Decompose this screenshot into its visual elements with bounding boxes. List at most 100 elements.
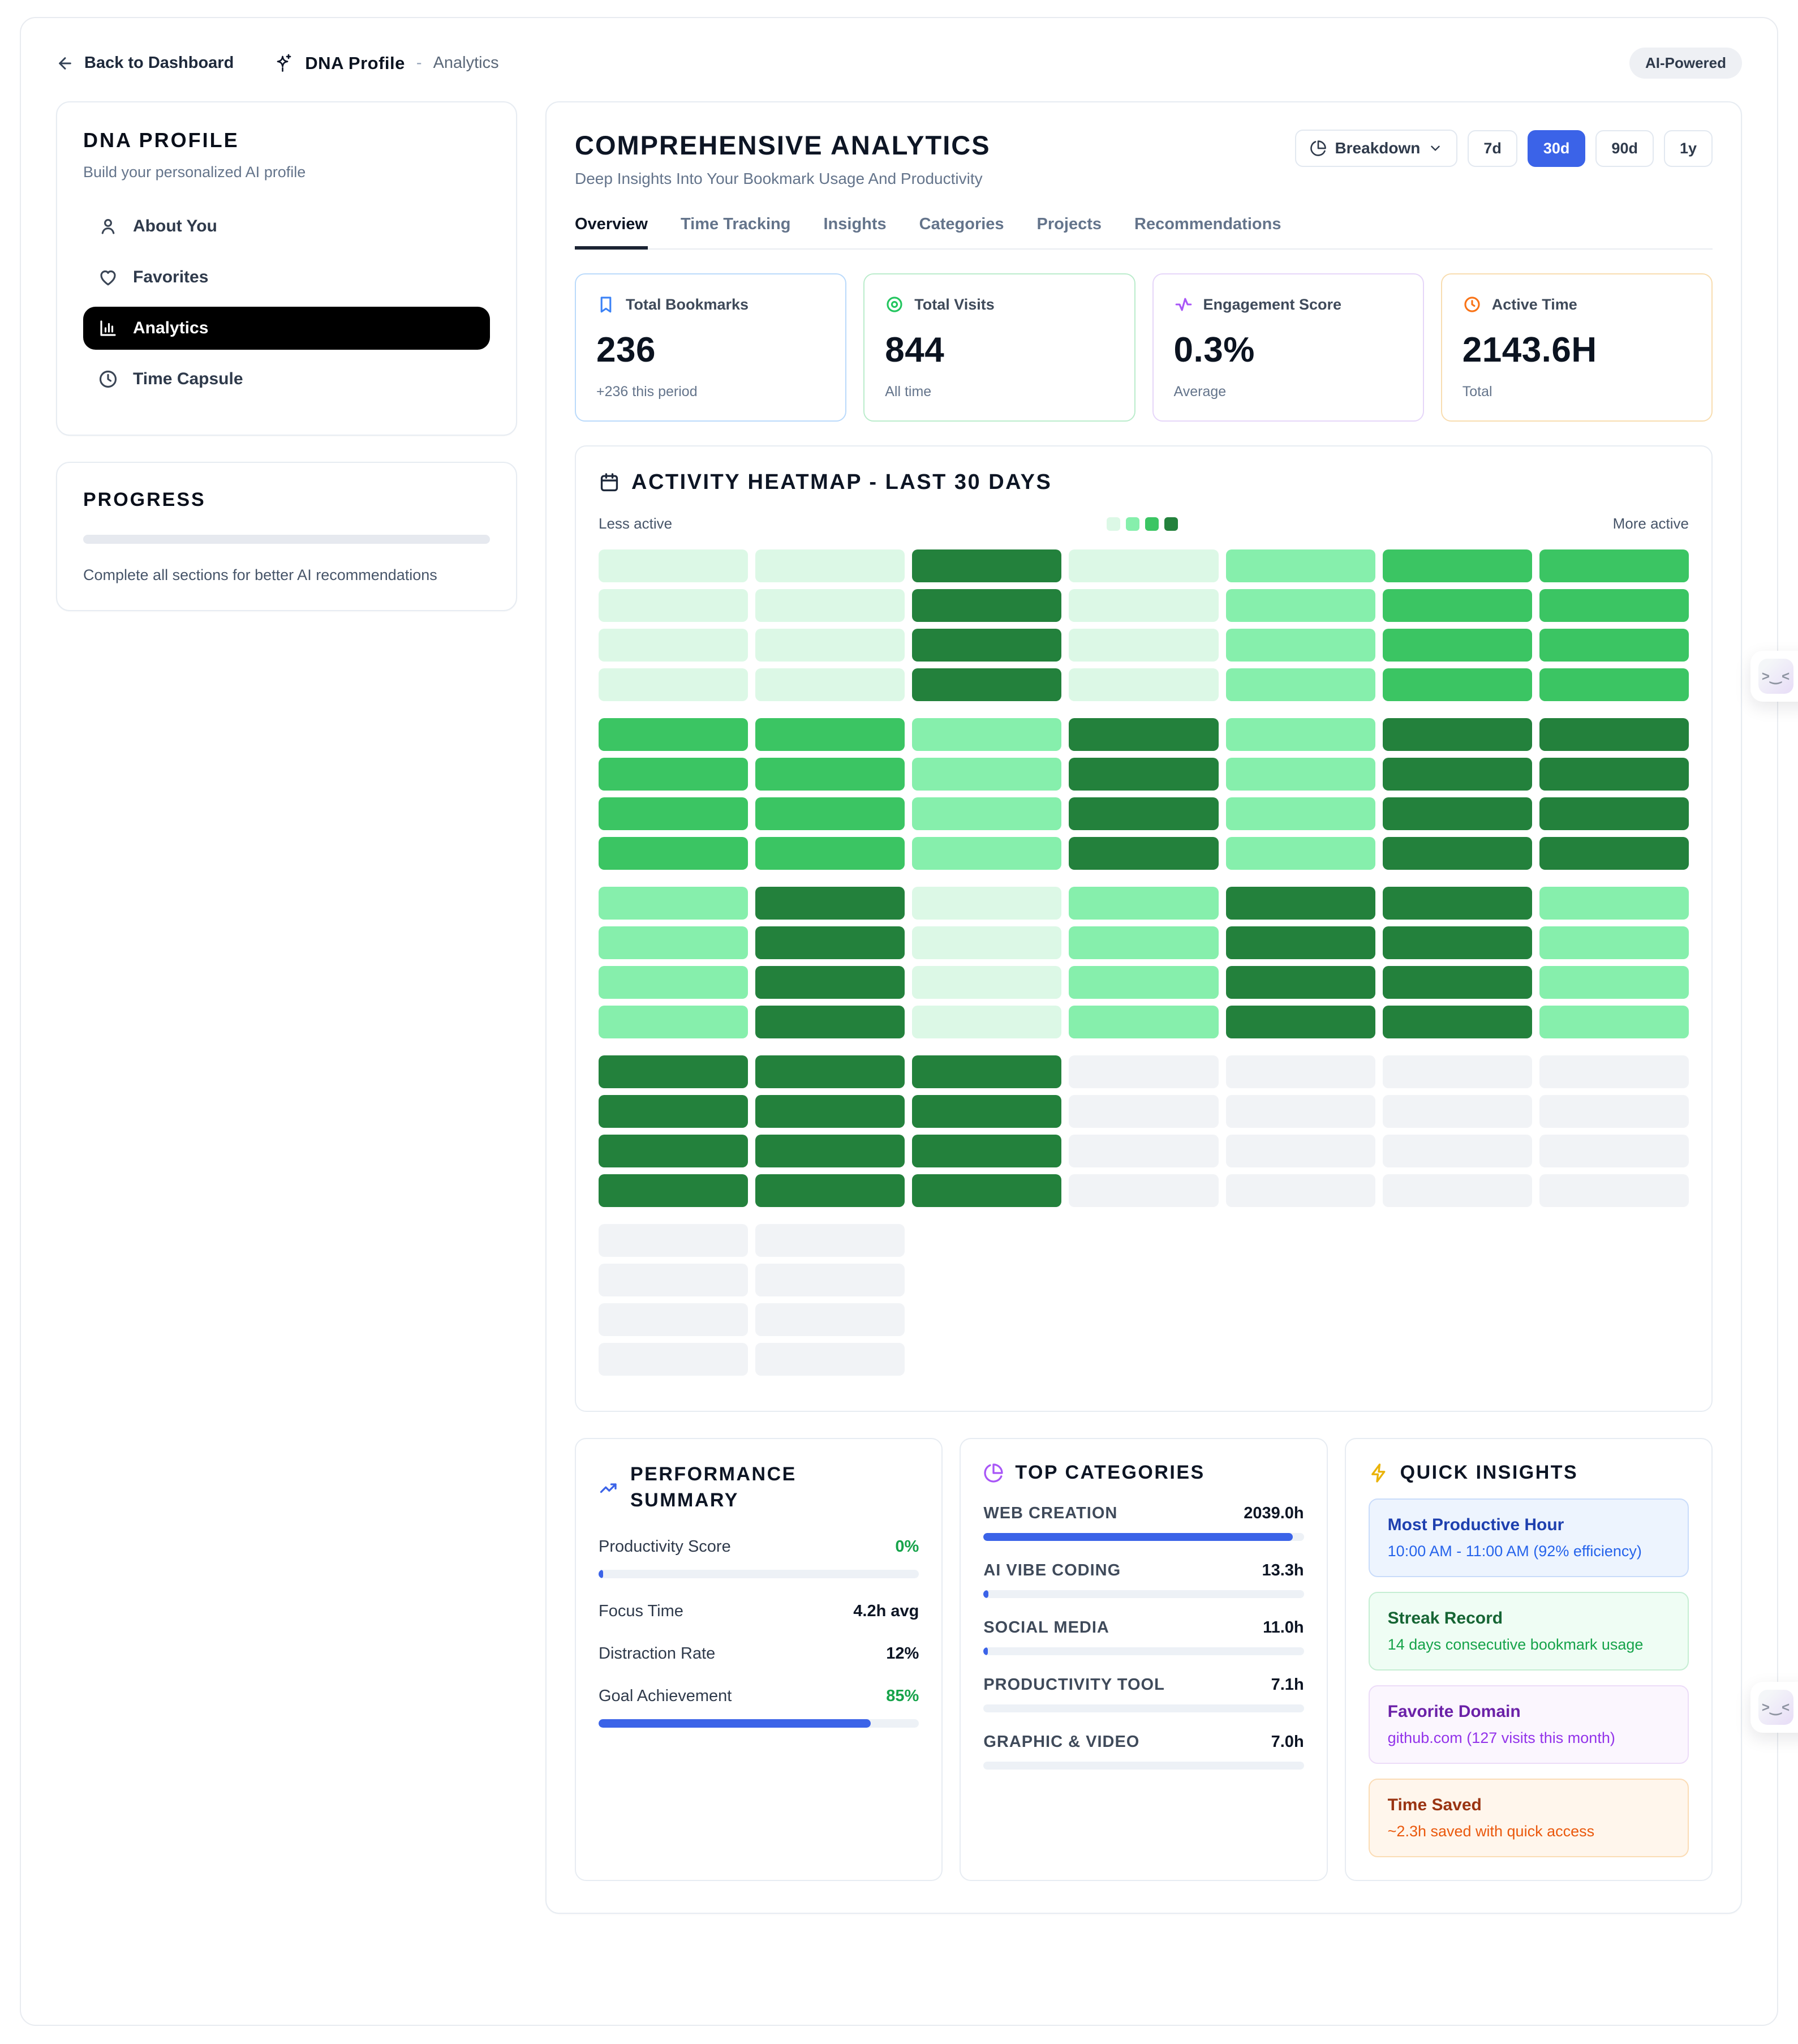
heatmap-cell[interactable]	[1225, 668, 1375, 701]
heatmap-cell[interactable]	[755, 758, 905, 791]
heatmap-cell[interactable]	[1225, 1135, 1375, 1167]
heatmap-cell[interactable]	[1382, 758, 1532, 791]
heatmap-cell[interactable]	[1069, 718, 1219, 751]
heatmap-cell[interactable]	[1225, 887, 1375, 920]
heatmap-cell[interactable]	[755, 1006, 905, 1038]
heatmap-cell[interactable]	[755, 668, 905, 701]
heatmap-cell[interactable]	[1069, 549, 1219, 582]
floating-assistant-button[interactable]: >‿<	[1750, 651, 1798, 702]
heatmap-cell[interactable]	[1382, 589, 1532, 622]
heatmap-cell[interactable]	[755, 1055, 905, 1088]
heatmap-cell[interactable]	[599, 1343, 749, 1376]
heatmap-cell[interactable]	[912, 966, 1062, 999]
heatmap-cell[interactable]	[1069, 1174, 1219, 1207]
heatmap-cell[interactable]	[912, 758, 1062, 791]
heatmap-cell[interactable]	[599, 1095, 749, 1128]
heatmap-cell[interactable]	[912, 1095, 1062, 1128]
heatmap-cell[interactable]	[755, 1343, 905, 1376]
heatmap-cell[interactable]	[912, 629, 1062, 662]
heatmap-cell[interactable]	[1382, 629, 1532, 662]
heatmap-cell[interactable]	[599, 1264, 749, 1296]
heatmap-cell[interactable]	[755, 966, 905, 999]
heatmap-cell[interactable]	[755, 718, 905, 751]
heatmap-cell[interactable]	[1539, 837, 1689, 870]
heatmap-cell[interactable]	[599, 1055, 749, 1088]
heatmap-cell[interactable]	[1069, 758, 1219, 791]
heatmap-cell[interactable]	[755, 589, 905, 622]
tab-recommendations[interactable]: Recommendations	[1134, 215, 1281, 233]
heatmap-cell[interactable]	[599, 1303, 749, 1336]
heatmap-cell[interactable]	[912, 1055, 1062, 1088]
heatmap-cell[interactable]	[1382, 797, 1532, 830]
heatmap-cell[interactable]	[599, 718, 749, 751]
heatmap-cell[interactable]	[1069, 589, 1219, 622]
heatmap-cell[interactable]	[1539, 1174, 1689, 1207]
tab-insights[interactable]: Insights	[823, 215, 887, 233]
heatmap-cell[interactable]	[1069, 926, 1219, 959]
heatmap-cell[interactable]	[599, 549, 749, 582]
heatmap-cell[interactable]	[1069, 887, 1219, 920]
heatmap-cell[interactable]	[599, 1006, 749, 1038]
heatmap-cell[interactable]	[1539, 1135, 1689, 1167]
heatmap-cell[interactable]	[1225, 1006, 1375, 1038]
heatmap-cell[interactable]	[912, 1006, 1062, 1038]
heatmap-cell[interactable]	[1382, 966, 1532, 999]
heatmap-cell[interactable]	[599, 1224, 749, 1257]
heatmap-cell[interactable]	[599, 837, 749, 870]
heatmap-cell[interactable]	[1539, 758, 1689, 791]
heatmap-cell[interactable]	[755, 1264, 905, 1296]
heatmap-cell[interactable]	[1382, 887, 1532, 920]
heatmap-cell[interactable]	[1225, 966, 1375, 999]
heatmap-cell[interactable]	[1539, 797, 1689, 830]
heatmap-cell[interactable]	[1382, 837, 1532, 870]
heatmap-cell[interactable]	[599, 966, 749, 999]
heatmap-cell[interactable]	[1539, 668, 1689, 701]
heatmap-cell[interactable]	[1225, 629, 1375, 662]
heatmap-cell[interactable]	[1382, 549, 1532, 582]
heatmap-cell[interactable]	[599, 1174, 749, 1207]
heatmap-cell[interactable]	[599, 629, 749, 662]
heatmap-cell[interactable]	[1382, 926, 1532, 959]
heatmap-cell[interactable]	[1225, 718, 1375, 751]
heatmap-cell[interactable]	[912, 797, 1062, 830]
heatmap-cell[interactable]	[599, 887, 749, 920]
breakdown-dropdown[interactable]: Breakdown	[1295, 130, 1458, 167]
heatmap-cell[interactable]	[1382, 1135, 1532, 1167]
heatmap-cell[interactable]	[1069, 668, 1219, 701]
sidebar-item-favorites[interactable]: Favorites	[83, 256, 490, 299]
heatmap-cell[interactable]	[1382, 1095, 1532, 1128]
heatmap-cell[interactable]	[912, 589, 1062, 622]
heatmap-cell[interactable]	[1539, 1055, 1689, 1088]
tab-overview[interactable]: Overview	[575, 215, 648, 250]
heatmap-cell[interactable]	[599, 797, 749, 830]
heatmap-cell[interactable]	[1539, 629, 1689, 662]
heatmap-cell[interactable]	[599, 668, 749, 701]
heatmap-cell[interactable]	[755, 1224, 905, 1257]
heatmap-cell[interactable]	[1225, 926, 1375, 959]
heatmap-cell[interactable]	[755, 837, 905, 870]
heatmap-cell[interactable]	[1382, 1174, 1532, 1207]
heatmap-cell[interactable]	[1539, 549, 1689, 582]
heatmap-cell[interactable]	[599, 758, 749, 791]
heatmap-cell[interactable]	[1225, 1174, 1375, 1207]
heatmap-cell[interactable]	[1225, 589, 1375, 622]
heatmap-cell[interactable]	[1539, 1095, 1689, 1128]
heatmap-cell[interactable]	[1539, 589, 1689, 622]
sidebar-item-time-capsule[interactable]: Time Capsule	[83, 358, 490, 401]
heatmap-cell[interactable]	[755, 887, 905, 920]
range-button-1y[interactable]: 1y	[1663, 130, 1713, 167]
heatmap-cell[interactable]	[755, 926, 905, 959]
heatmap-cell[interactable]	[1382, 1006, 1532, 1038]
heatmap-cell[interactable]	[1069, 837, 1219, 870]
heatmap-cell[interactable]	[1539, 926, 1689, 959]
heatmap-cell[interactable]	[755, 1174, 905, 1207]
heatmap-cell[interactable]	[912, 668, 1062, 701]
heatmap-cell[interactable]	[1069, 1055, 1219, 1088]
range-button-7d[interactable]: 7d	[1468, 130, 1517, 167]
heatmap-cell[interactable]	[755, 1303, 905, 1336]
heatmap-cell[interactable]	[599, 926, 749, 959]
range-button-30d[interactable]: 30d	[1527, 130, 1586, 167]
heatmap-cell[interactable]	[1069, 797, 1219, 830]
heatmap-cell[interactable]	[1225, 1095, 1375, 1128]
heatmap-cell[interactable]	[1225, 797, 1375, 830]
